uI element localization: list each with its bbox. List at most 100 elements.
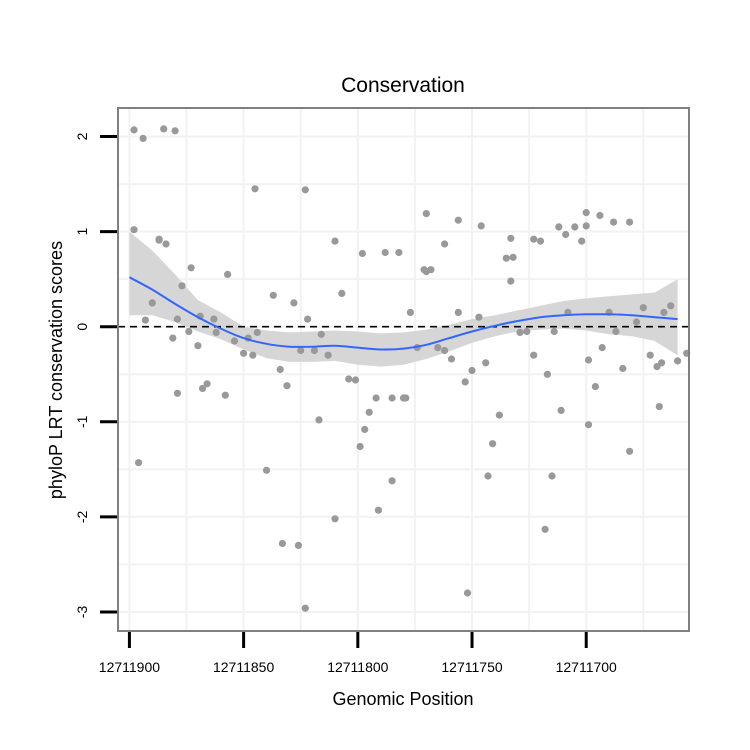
data-point (610, 218, 618, 226)
data-point (507, 277, 515, 285)
data-point (304, 315, 312, 323)
data-point (135, 459, 143, 467)
data-point (441, 240, 449, 248)
data-point (361, 425, 369, 433)
data-point (582, 209, 590, 217)
x-tick-label: 12711750 (441, 659, 502, 675)
data-point (194, 342, 202, 350)
data-point (584, 356, 593, 364)
data-point (290, 299, 298, 307)
data-point (351, 376, 360, 384)
data-point (463, 589, 472, 597)
data-point (447, 355, 456, 363)
data-point (591, 383, 600, 391)
x-axis-title: Genomic Position (332, 689, 473, 709)
scatter-points (130, 125, 691, 612)
y-axis: 2 1 0 -1 -2 -3 (74, 132, 117, 618)
smooth-line-layer (128, 276, 678, 351)
x-tick-label: 12711700 (556, 659, 617, 675)
data-point (365, 408, 373, 416)
data-point (555, 223, 563, 231)
data-point (297, 346, 305, 355)
x-axis: 12711900 12711850 12711800 12711750 12711700 (99, 632, 617, 675)
data-point (612, 327, 620, 336)
data-point (317, 330, 325, 338)
data-point (356, 442, 364, 451)
data-point (422, 210, 430, 218)
data-point (550, 327, 558, 336)
y-tick-label: 1 (74, 227, 90, 235)
data-point (489, 440, 497, 448)
data-point (541, 525, 549, 533)
data-point (477, 222, 485, 230)
data-point (169, 334, 177, 342)
data-point (530, 351, 538, 359)
plot-panel (118, 108, 689, 631)
data-point (139, 134, 147, 142)
data-point (441, 346, 449, 355)
data-point (269, 291, 277, 299)
data-point (155, 236, 163, 244)
x-tick-label: 12711800 (327, 659, 388, 675)
data-point (310, 346, 318, 355)
y-tick-label: -1 (74, 415, 90, 428)
panel-border (117, 107, 690, 632)
smooth-line (128, 276, 678, 351)
data-point (639, 304, 647, 312)
data-point (224, 270, 232, 278)
data-point (658, 359, 666, 367)
data-point (495, 411, 503, 419)
data-point (173, 315, 181, 323)
data-point (278, 539, 286, 548)
data-point (422, 268, 430, 276)
data-point (530, 235, 538, 243)
data-point (173, 389, 181, 397)
data-point (198, 384, 207, 393)
data-point (454, 216, 462, 224)
data-point (185, 327, 193, 336)
data-point (203, 380, 211, 388)
data-point (358, 249, 366, 258)
data-point (475, 313, 483, 321)
data-point (251, 185, 259, 193)
data-point (294, 541, 302, 550)
data-point (130, 126, 138, 134)
data-point (578, 237, 586, 245)
data-point (548, 472, 556, 480)
data-point (331, 515, 339, 523)
data-point (626, 218, 634, 226)
data-point (381, 248, 389, 257)
data-point (262, 466, 271, 474)
chart-title: Conservation (341, 74, 465, 97)
data-point (148, 299, 156, 307)
data-point (434, 344, 442, 352)
data-point (509, 253, 517, 261)
data-point (468, 366, 476, 375)
data-point (372, 394, 380, 402)
y-axis-title: phyloP LRT conservation scores (46, 241, 66, 499)
data-point (230, 337, 239, 345)
data-point (301, 186, 309, 194)
data-point (162, 240, 170, 248)
data-point (178, 282, 186, 290)
data-point (324, 351, 332, 359)
data-point (484, 472, 492, 480)
data-point (543, 370, 552, 378)
data-point (338, 289, 346, 297)
data-point (516, 328, 524, 336)
y-tick-label: 2 (74, 132, 90, 140)
data-point (596, 211, 604, 220)
data-point (632, 318, 641, 326)
data-point (562, 230, 570, 239)
data-point (210, 315, 218, 323)
data-point (388, 477, 396, 485)
data-point (536, 237, 545, 245)
data-point (399, 394, 408, 402)
data-point (160, 125, 168, 133)
data-point (395, 248, 403, 257)
data-point (523, 327, 531, 336)
data-point (454, 308, 462, 316)
x-tick-label: 12711850 (213, 659, 274, 675)
y-tick-label: -3 (74, 606, 90, 619)
